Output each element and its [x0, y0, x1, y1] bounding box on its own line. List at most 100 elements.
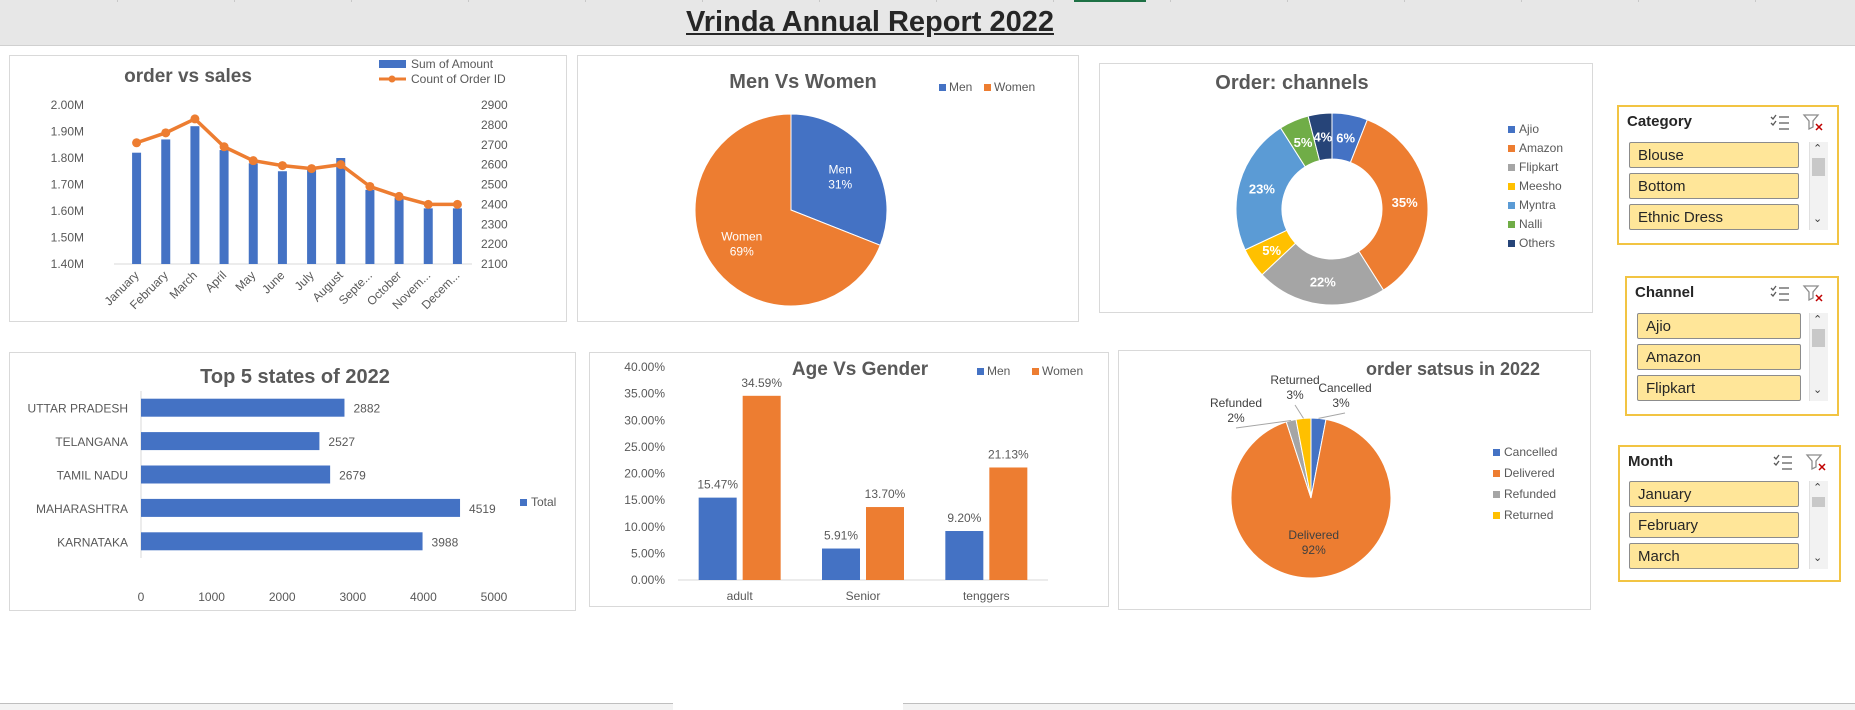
- clear-filter-icon[interactable]: [1805, 453, 1827, 471]
- bar: [141, 465, 331, 484]
- y-left-tick-label: 1.40M: [51, 257, 84, 271]
- age-vs-gender-chart[interactable]: Age Vs Gender 40.00% 35.00% 30.00% 25.00% 20.…: [589, 352, 1109, 607]
- bar: [423, 208, 433, 264]
- leader-line: [1318, 412, 1346, 419]
- slice-name-label: Women: [721, 229, 762, 243]
- slice-value-label: 22%: [1310, 274, 1336, 289]
- slicer-scrollbar[interactable]: ⌃ ⌄: [1809, 313, 1828, 401]
- scroll-down-icon[interactable]: ⌄: [1813, 384, 1823, 396]
- bar: [307, 168, 317, 264]
- scroll-up-icon[interactable]: ⌃: [1813, 143, 1823, 155]
- slicer-item[interactable]: March: [1629, 543, 1799, 569]
- slicer-item[interactable]: Bottom: [1629, 173, 1799, 199]
- legend-swatch: [388, 75, 396, 83]
- bar-value-label: 13.70%: [865, 487, 906, 501]
- y-tick-label: MAHARASHTRA: [36, 502, 128, 516]
- slicer-item[interactable]: Ethnic Dress: [1629, 204, 1799, 230]
- slicer-item[interactable]: February: [1629, 512, 1799, 538]
- bar-value-label: 2527: [328, 435, 355, 449]
- y-tick-label: 35.00%: [624, 387, 665, 401]
- slicer-scrollbar[interactable]: ⌃ ⌄: [1809, 142, 1828, 230]
- legend-label: Others: [1519, 236, 1555, 250]
- multi-select-icon[interactable]: [1769, 284, 1791, 302]
- slicer-item[interactable]: Ajio: [1637, 313, 1801, 339]
- slice-name-label: Returned: [1270, 373, 1319, 387]
- bar: [394, 197, 404, 264]
- legend-label: Myntra: [1519, 198, 1556, 212]
- bar: [277, 171, 287, 264]
- x-tick-label: June: [259, 268, 288, 297]
- bar-value-label: 21.13%: [988, 447, 1029, 461]
- clear-filter-icon[interactable]: [1802, 113, 1824, 131]
- line-point: [277, 161, 287, 171]
- month-slicer[interactable]: Month January February March ⌃ ⌄: [1618, 445, 1841, 582]
- scroll-up-icon[interactable]: ⌃: [1813, 482, 1823, 494]
- line-point: [219, 142, 229, 152]
- slicer-item[interactable]: January: [1629, 481, 1799, 507]
- bar: [742, 395, 781, 580]
- bar-value-label: 34.59%: [741, 376, 782, 390]
- bar-value-label: 5.91%: [824, 529, 858, 543]
- line-point: [248, 156, 258, 166]
- y-tick-label: TAMIL NADU: [57, 469, 128, 483]
- top-states-chart[interactable]: Top 5 states of 2022 0 1000 2000 3000 4000 500…: [9, 352, 576, 611]
- leader-line: [1294, 404, 1304, 419]
- slice-value-label: 2%: [1227, 411, 1245, 425]
- y-left-tick-label: 1.60M: [51, 204, 84, 218]
- sheet-scrollbar-left[interactable]: [0, 703, 673, 710]
- legend-label: Women: [994, 80, 1035, 94]
- bar: [866, 507, 904, 580]
- y-tick-label: 5.00%: [631, 546, 665, 560]
- slice-name-label: Cancelled: [1318, 381, 1371, 395]
- category-slicer[interactable]: Category Blouse Bottom Ethnic Dress ⌃ ⌄: [1617, 105, 1839, 245]
- y-right-tick-label: 2900: [481, 98, 508, 112]
- slice-name-label: Delivered: [1288, 528, 1339, 542]
- pie-slice: [1230, 418, 1392, 579]
- x-tick-label: Senior: [846, 589, 881, 603]
- legend-label: Nalli: [1519, 217, 1542, 231]
- clear-filter-icon[interactable]: [1802, 284, 1824, 302]
- men-vs-women-chart[interactable]: Men Vs Women Men 31% Women 69% Men Women: [577, 55, 1079, 322]
- slicer-scrollbar[interactable]: ⌃ ⌄: [1809, 481, 1828, 569]
- bar: [336, 158, 346, 264]
- legend-label: Amazon: [1519, 141, 1563, 155]
- legend-label: Ajio: [1519, 122, 1539, 136]
- scroll-up-icon[interactable]: ⌃: [1813, 314, 1823, 326]
- legend-label: Count of Order ID: [411, 72, 506, 86]
- slice-value-label: 3%: [1332, 396, 1350, 410]
- slice-value-label: 4%: [1313, 130, 1332, 145]
- legend-swatch: [977, 368, 984, 375]
- legend-swatch: [1508, 164, 1515, 171]
- legend-label: Delivered: [1504, 466, 1555, 480]
- order-vs-sales-chart[interactable]: order vs sales 2.00M 1.90M 1.80M 1.70M 1.60M 1…: [9, 55, 567, 322]
- legend-swatch: [520, 499, 527, 506]
- sheet-scrollbar-right[interactable]: [903, 703, 1855, 710]
- channel-slicer[interactable]: Channel Ajio Amazon Flipkart ⌃ ⌄: [1625, 276, 1839, 416]
- y-tick-label: 20.00%: [624, 467, 665, 481]
- pie-slice: [790, 113, 888, 246]
- legend-label: Flipkart: [1519, 160, 1559, 174]
- slicer-item[interactable]: Amazon: [1637, 344, 1801, 370]
- y-right-tick-label: 2500: [481, 178, 508, 192]
- bar-value-label: 2882: [353, 402, 380, 416]
- slicer-item[interactable]: Flipkart: [1637, 375, 1801, 401]
- scroll-down-icon[interactable]: ⌄: [1813, 213, 1823, 225]
- order-status-chart[interactable]: order satsus in 2022 Cancelled 3% Delivered…: [1118, 350, 1591, 610]
- slicer-item[interactable]: Blouse: [1629, 142, 1799, 168]
- legend-label: Sum of Amount: [411, 57, 494, 71]
- legend-swatch: [939, 84, 946, 91]
- selected-cell-indicator: [1074, 0, 1146, 2]
- slice-name-label: Refunded: [1210, 396, 1262, 410]
- scroll-down-icon[interactable]: ⌄: [1813, 552, 1823, 564]
- legend-swatch: [1508, 221, 1515, 228]
- series-line: [136, 116, 458, 207]
- y-tick-label: 15.00%: [624, 493, 665, 507]
- multi-select-icon[interactable]: [1772, 453, 1794, 471]
- chart-title: Top 5 states of 2022: [200, 366, 390, 388]
- legend-label: Women: [1042, 364, 1083, 378]
- order-channels-chart[interactable]: Order: channels 6% 35% 22% 5% 23% 5% 4% Ajio Amaz…: [1099, 63, 1593, 313]
- slice-value-label: 3%: [1286, 388, 1304, 402]
- multi-select-icon[interactable]: [1769, 113, 1791, 131]
- line-point: [394, 191, 404, 201]
- legend-label: Returned: [1504, 508, 1553, 522]
